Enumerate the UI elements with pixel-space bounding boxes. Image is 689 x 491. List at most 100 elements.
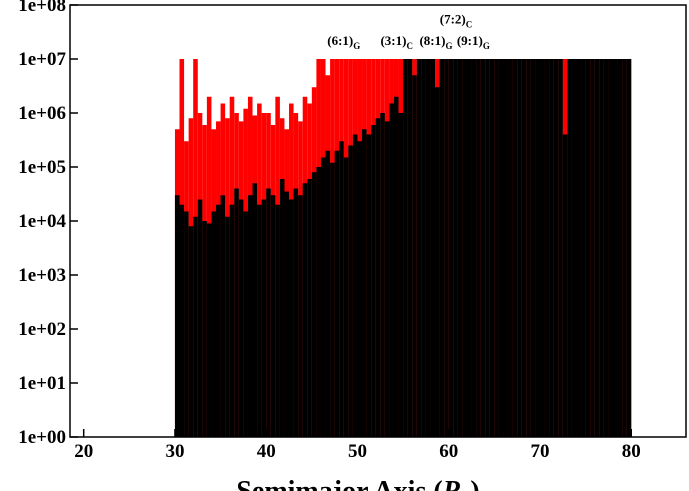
bar: [266, 188, 271, 437]
annotation-text: (6:1): [327, 33, 353, 48]
bar: [257, 204, 262, 437]
x-tick-label: 50: [348, 441, 367, 462]
bar: [403, 59, 408, 437]
bar: [252, 183, 258, 437]
bar: [603, 59, 609, 437]
annotation: (9:1)G: [457, 33, 490, 51]
bar: [325, 150, 331, 437]
bar: [444, 59, 449, 437]
bar: [585, 59, 591, 437]
bar: [489, 59, 495, 437]
annotation-text: (3:1): [380, 33, 406, 48]
bar: [622, 59, 627, 437]
bar: [626, 59, 632, 437]
annotation-sub: G: [483, 41, 490, 51]
x-tick-label: 60: [439, 441, 458, 462]
bar: [508, 59, 513, 437]
bar: [416, 59, 422, 437]
bar: [562, 134, 568, 437]
bar: [202, 221, 207, 437]
x-tick-label: 20: [74, 441, 93, 462]
bar: [544, 59, 550, 437]
bar: [393, 96, 399, 437]
bar: [553, 59, 559, 437]
annotation: (6:1)G: [327, 33, 360, 51]
bar: [471, 59, 477, 437]
bar: [612, 59, 618, 437]
bar: [521, 59, 527, 437]
bar: [316, 167, 321, 437]
bar: [453, 59, 458, 437]
y-tick-label: 1e+06: [18, 103, 66, 124]
x-axis-label: Semimajor Axis (RJ): [236, 476, 479, 491]
bar: [389, 103, 394, 437]
annotation: (7:2)C: [440, 12, 473, 30]
bar: [229, 204, 235, 437]
bar: [617, 59, 623, 437]
bar: [512, 59, 518, 437]
bar: [371, 124, 376, 438]
x-tick-label: 80: [622, 441, 641, 462]
bar: [289, 199, 294, 437]
bar: [284, 191, 290, 437]
y-tick-label: 1e+07: [18, 49, 66, 70]
bar: [380, 113, 385, 437]
bar: [238, 199, 244, 437]
x-tick-label: 30: [165, 441, 184, 462]
bar: [498, 59, 504, 437]
bar: [526, 59, 531, 437]
bar: [457, 59, 463, 437]
bar: [594, 59, 600, 437]
bar: [462, 59, 467, 437]
x-tick-label: 40: [257, 441, 276, 462]
bar: [225, 216, 230, 437]
annotation-text: (8:1): [419, 33, 445, 48]
bar: [435, 87, 440, 438]
bar: [576, 59, 582, 437]
bar: [494, 59, 499, 437]
bar: [184, 211, 189, 437]
annotation: (3:1)C: [380, 33, 413, 51]
bar: [307, 178, 312, 437]
annotation-sub: C: [466, 20, 473, 30]
y-tick-label: 1e+05: [18, 157, 66, 178]
y-tick-label: 1e+00: [18, 427, 66, 448]
bar: [466, 59, 472, 437]
bar: [448, 59, 454, 437]
annotation-sub: C: [406, 41, 413, 51]
bar: [407, 59, 413, 437]
bar: [503, 59, 509, 437]
bar: [334, 150, 340, 437]
bar: [517, 59, 522, 437]
bar: [362, 129, 367, 437]
bar: [174, 195, 180, 437]
annotation-text: (7:2): [440, 12, 466, 27]
bar: [439, 59, 445, 437]
bar: [298, 195, 303, 437]
bar: [476, 59, 481, 437]
bar: [211, 211, 217, 437]
bar: [216, 204, 221, 437]
x-tick-label: 70: [530, 441, 549, 462]
annotation-sub: G: [445, 41, 452, 51]
bar: [535, 59, 540, 437]
bar: [179, 204, 185, 437]
annotation: (8:1)G: [419, 33, 452, 51]
bar: [412, 75, 417, 438]
y-tick-label: 1e+02: [18, 319, 66, 340]
x-axis-label-text: Semimajor Axis (: [236, 476, 442, 491]
bar: [247, 195, 253, 437]
bar: [275, 204, 280, 437]
bar: [430, 59, 436, 437]
bar: [206, 223, 212, 437]
bar: [302, 183, 308, 437]
bar: [293, 188, 299, 437]
bar: [608, 59, 613, 437]
bar: [261, 199, 267, 437]
bar: [567, 59, 572, 437]
bar: [384, 121, 390, 437]
bar: [539, 59, 545, 437]
x-axis-label-symbol: R: [442, 476, 462, 491]
